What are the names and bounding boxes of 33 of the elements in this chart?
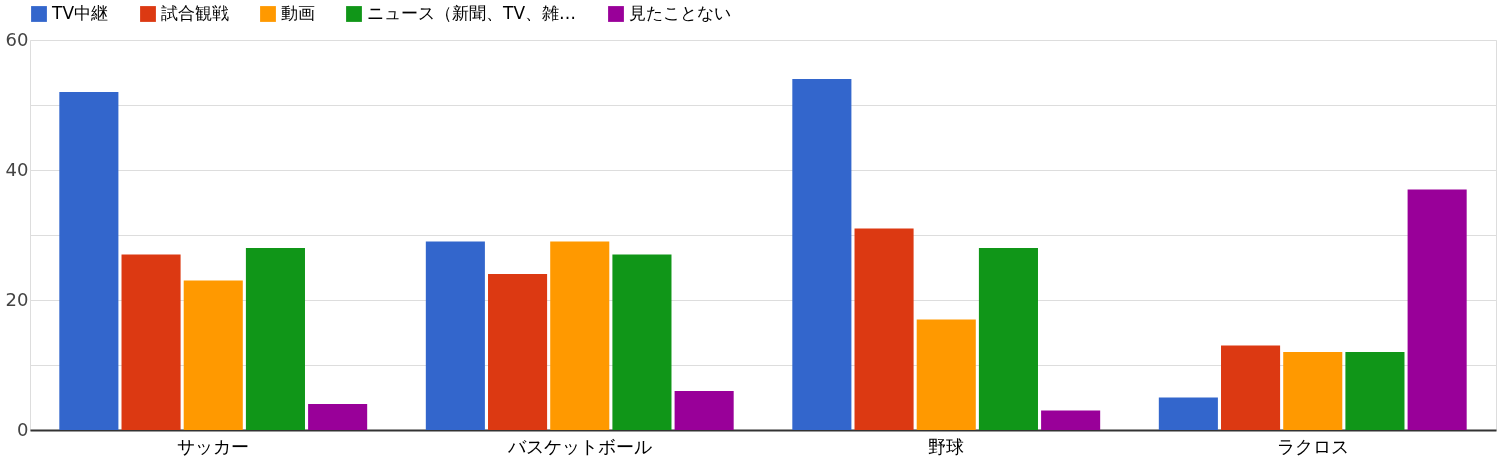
bar xyxy=(1221,345,1281,430)
bar xyxy=(674,391,734,430)
legend-label: 見たことない xyxy=(629,3,731,23)
legend-label: 動画 xyxy=(281,3,315,23)
legend-label: TV中継 xyxy=(51,3,109,23)
legend-label: ニュース（新聞、TV、雑… xyxy=(367,3,577,23)
bar xyxy=(854,228,914,430)
y-tick-label: 20 xyxy=(5,288,29,310)
bar xyxy=(1345,352,1405,430)
bar xyxy=(1407,189,1467,430)
legend-label: 試合観戦 xyxy=(161,3,229,23)
bar xyxy=(245,248,305,430)
bar xyxy=(488,274,548,430)
bar xyxy=(59,92,119,430)
y-tick-label: 40 xyxy=(5,158,29,180)
bar xyxy=(916,319,976,430)
x-tick-label: サッカー xyxy=(177,435,250,457)
bar xyxy=(792,79,852,430)
bar xyxy=(121,254,181,430)
x-tick-label: バスケットボール xyxy=(506,435,652,457)
bar xyxy=(978,248,1038,430)
bar xyxy=(183,280,243,430)
bar xyxy=(1283,352,1343,430)
bar xyxy=(612,254,672,430)
bar xyxy=(550,241,610,430)
x-tick-label: ラクロス xyxy=(1276,435,1349,457)
y-tick-label: 60 xyxy=(5,28,29,50)
x-tick-label: 野球 xyxy=(928,435,965,457)
bar xyxy=(425,241,485,430)
bar xyxy=(1158,397,1218,430)
y-tick-label: 0 xyxy=(17,418,29,440)
bar xyxy=(308,404,368,430)
bar xyxy=(1041,410,1101,430)
